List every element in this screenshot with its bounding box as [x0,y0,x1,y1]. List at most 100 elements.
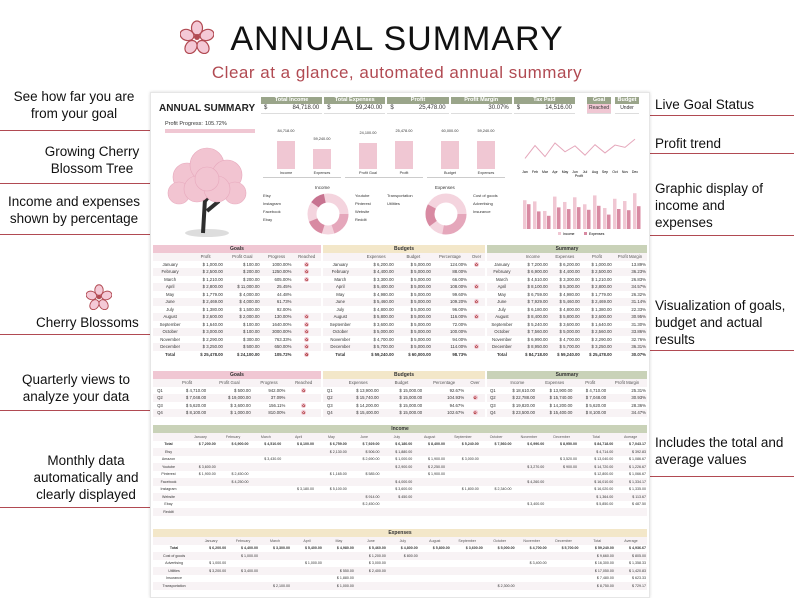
table-cell: $ 5,000.00 [394,298,432,306]
blossom-marker-icon: ✿ [472,410,478,416]
column-header: December [547,537,580,545]
monthly-bar [613,198,617,229]
table-row: Total $ 84,718.00 $ 59,240.00 $ 25,478.00 30… [487,351,647,359]
table-cell: $ 1,420.83 [614,567,647,575]
table-cell: $ 4,250.00 [216,478,250,486]
blossom-marker-icon: ✿ [304,336,310,342]
table-cell [413,448,446,456]
table-cell [250,471,283,479]
table-cell [516,575,548,583]
table-cell: May [336,291,345,297]
column-header [153,379,167,387]
table-cell: Cost of goods [153,552,196,560]
table-cell: 94.67% [449,402,465,408]
table-cell: $ 113.67 [614,493,647,501]
table-cell: $ 7,560.00 [516,328,549,336]
table-row: Etsy $ 2,130.00 $ 506.00 $ 1,880.00 $ 4,714.… [153,448,647,456]
donut-label: Ebay [263,217,273,222]
table-cell [282,508,315,516]
table-row: Amazon $ 3,430.00 $ 2,690.00 $ 1,000.00 $ 1,… [153,456,647,464]
table-cell: 34.47% [607,409,647,417]
donut-label: Reddit [355,217,367,222]
income-expense-bar-chart: Income Expenses [513,185,645,237]
mini-bar [277,141,295,169]
table-row: May $ 6,759.00 $ 4,980.00 $ 1,779.00 26.32% [487,291,647,299]
table-row: Q1 $ 4,710.00 $ 500.00 942.00% ✿ [153,387,321,395]
table-cell: $ 1,880.00 [380,448,414,456]
monthly-bar [627,210,631,229]
donut-label: Utilities [387,201,400,206]
table-cell: $ 2,560.00 [580,328,613,336]
column-header: March [259,537,291,545]
table-cell: ✿ [468,261,485,269]
table-cell: 30.93% [607,394,647,402]
table-title: Expenses [153,529,647,537]
table-cell: $ 60,000.00 [408,351,431,357]
table-cell [282,493,315,501]
table-cell: 3000.00% [260,328,293,336]
data-table: January February March April May June July Augu… [153,537,647,590]
table-cell: $ 5,240.00 [527,321,548,327]
table-cell [484,560,516,568]
table-row: October $ 7,560.00 $ 5,000.00 $ 2,560.00 33.… [487,328,647,336]
blossom-marker-icon: ✿ [301,387,307,393]
table-cell: $ 2,469.00 [580,298,613,306]
expenses-donut-title: Expenses [435,185,455,190]
kpi-currency: $ [327,105,331,111]
budget-value: Under [615,104,639,114]
donut-label: Instagram [263,201,281,206]
budgets-table: Budgets Expenses Budget Percentage Over Janua… [323,245,485,358]
table-cell [446,478,480,486]
table-row: July $ 4,800.00 $ 5,000.00 96.00% [323,306,485,314]
table-cell [545,448,579,456]
column-header [487,379,499,387]
monthly-bar [597,205,601,229]
monthly-bar [527,204,531,229]
table-cell: March [334,276,347,282]
table-cell [451,560,484,568]
table-cell: August [487,313,517,321]
page-title: ANNUAL SUMMARY [230,20,564,58]
quarterly-goals-table: Goals Profit Profit Goal Progress Reached Q1 $… [153,371,321,417]
table-cell: ✿ [292,261,321,269]
blossom-marker-icon: ✿ [472,395,478,401]
column-header: Income [516,253,549,261]
table-row: Utilities $ 3,200.00 $ 3,400.00 $ 550.00 $ 2… [153,567,647,575]
table-cell: $ 16,020.00 [594,487,614,492]
table-cell [286,394,321,402]
callout-line [0,130,200,131]
column-header: November [515,537,548,545]
column-header: Profit Margin [612,253,647,261]
kpi-value: $84,718.00 [261,104,323,114]
table-cell [468,351,485,359]
table-cell: 124.00% [450,261,467,267]
data-table: Income Expenses Profit Profit Margin Q1 $ 18,… [487,379,647,417]
table-cell [547,582,580,590]
table-cell [483,567,516,575]
table-row: March $ 1,210.00 $ 200.00 605.00% ✿ [153,276,321,284]
table-cell: 31.14% [612,298,647,306]
column-header: Profit Margin [607,379,647,387]
column-header: April [282,433,315,441]
table-cell [315,456,348,464]
table-cell: $ 13,900.00 [549,387,573,393]
table-title: Income [153,425,647,433]
data-table: Profit Profit Goal Progress Reached January $… [153,253,321,358]
table-cell: 72.00% [452,321,467,327]
table-cell: $ 7,200.00 [198,442,216,447]
table-cell: $ 2,000.00 [223,313,261,321]
table-cell [184,448,217,456]
table-cell [195,575,227,583]
table-cell: May [497,291,506,297]
table-cell [249,463,283,471]
column-header: Expenses [548,253,581,261]
table-cell [184,456,217,464]
table-cell [467,268,485,276]
goal-value: Reached [587,104,611,114]
table-cell [290,552,323,560]
mini-bar [441,141,459,169]
table-cell: $ 11,000.00 [223,283,261,291]
table-cell: $ 1,086.67 [629,457,646,462]
table-cell: $ 100.00 [223,328,261,336]
table-row: December $ 8,950.00 $ 5,700.00 $ 3,250.00 36… [487,343,647,351]
